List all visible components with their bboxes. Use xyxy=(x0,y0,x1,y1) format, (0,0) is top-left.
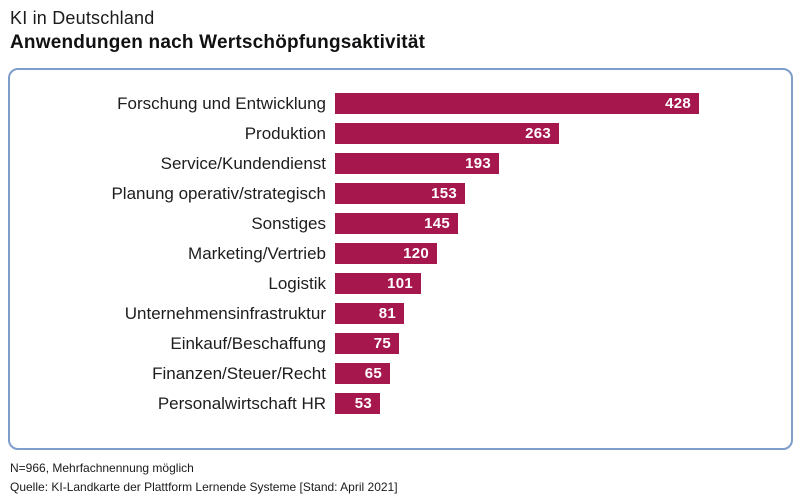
bar-track: 263 xyxy=(335,123,789,144)
bar: 153 xyxy=(335,183,465,204)
chart-header: KI in Deutschland Anwendungen nach Werts… xyxy=(10,6,425,56)
chart-row: Service/Kundendienst 193 xyxy=(10,153,789,174)
chart-frame: Forschung und Entwicklung 428 Produktion… xyxy=(8,68,793,450)
page-title: KI in Deutschland xyxy=(10,8,155,28)
bar-track: 120 xyxy=(335,243,789,264)
bar-label: Einkauf/Beschaffung xyxy=(170,333,326,353)
bar: 263 xyxy=(335,123,559,144)
chart-footer: N=966, Mehrfachnennung möglich Quelle: K… xyxy=(10,459,398,497)
bar-value: 65 xyxy=(364,365,382,382)
chart-row: Logistik 101 xyxy=(10,273,789,294)
bar: 75 xyxy=(335,333,399,354)
bar-label: Planung operativ/strategisch xyxy=(111,183,326,203)
chart-row: Einkauf/Beschaffung 75 xyxy=(10,333,789,354)
bar-track: 193 xyxy=(335,153,789,174)
source-note: Quelle: KI-Landkarte der Plattform Lerne… xyxy=(10,480,398,494)
chart-row: Finanzen/Steuer/Recht 65 xyxy=(10,363,789,384)
bar-track: 428 xyxy=(335,93,789,114)
chart-title: Anwendungen nach Wertschöpfungsaktivität xyxy=(10,32,426,53)
bar-track: 153 xyxy=(335,183,789,204)
bar-value: 120 xyxy=(403,245,429,262)
bar-value: 53 xyxy=(354,395,372,412)
chart-rows: Forschung und Entwicklung 428 Produktion… xyxy=(10,93,789,423)
bar-label: Forschung und Entwicklung xyxy=(117,93,326,113)
chart-row: Forschung und Entwicklung 428 xyxy=(10,93,789,114)
bar-label: Personalwirtschaft HR xyxy=(157,393,326,413)
bar-value: 75 xyxy=(373,335,391,352)
bar-value: 145 xyxy=(424,215,450,232)
chart-row: Planung operativ/strategisch 153 xyxy=(10,183,789,204)
bar-value: 193 xyxy=(465,155,491,172)
chart-row: Personalwirtschaft HR 53 xyxy=(10,393,789,414)
chart-row: Produktion 263 xyxy=(10,123,789,144)
bar-track: 75 xyxy=(335,333,789,354)
bar-label: Unternehmensinfrastruktur xyxy=(124,303,326,323)
chart-row: Marketing/Vertrieb 120 xyxy=(10,243,789,264)
bar: 101 xyxy=(335,273,421,294)
bar: 193 xyxy=(335,153,499,174)
bar-label: Logistik xyxy=(268,273,326,293)
chart-row: Unternehmensinfrastruktur 81 xyxy=(10,303,789,324)
bar: 65 xyxy=(335,363,390,384)
bar-value: 81 xyxy=(378,305,396,322)
bar-label: Marketing/Vertrieb xyxy=(188,243,326,263)
bar: 428 xyxy=(335,93,699,114)
bar-label: Finanzen/Steuer/Recht xyxy=(152,363,326,383)
bar: 81 xyxy=(335,303,404,324)
bar-value: 153 xyxy=(431,185,457,202)
bar-label: Produktion xyxy=(244,123,326,143)
bar-track: 65 xyxy=(335,363,789,384)
bar-label: Sonstiges xyxy=(251,213,326,233)
bar: 145 xyxy=(335,213,458,234)
bar-value: 428 xyxy=(665,95,691,112)
bar: 53 xyxy=(335,393,380,414)
sample-note: N=966, Mehrfachnennung möglich xyxy=(10,461,194,475)
bar-label: Service/Kundendienst xyxy=(160,153,326,173)
bar-value: 101 xyxy=(387,275,413,292)
bar-track: 81 xyxy=(335,303,789,324)
bar-value: 263 xyxy=(525,125,551,142)
bar-track: 145 xyxy=(335,213,789,234)
bar: 120 xyxy=(335,243,437,264)
bar-track: 101 xyxy=(335,273,789,294)
chart-row: Sonstiges 145 xyxy=(10,213,789,234)
bar-track: 53 xyxy=(335,393,789,414)
